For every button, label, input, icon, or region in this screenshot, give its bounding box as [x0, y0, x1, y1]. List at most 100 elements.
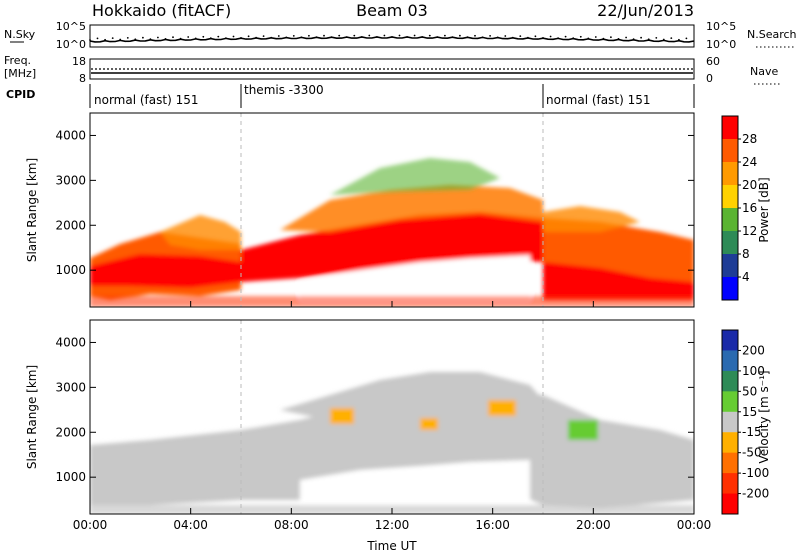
nsearch-point	[89, 39, 91, 41]
nsearch-point	[564, 35, 567, 38]
nsearch-point	[209, 37, 212, 40]
velocity-colorbar-swatch	[722, 411, 738, 433]
nsearch-point	[610, 36, 612, 39]
nsearch-point	[172, 36, 174, 39]
nsearch-point	[202, 35, 205, 38]
nsearch-point	[217, 35, 220, 38]
nsearch-label: N.Search	[747, 28, 797, 41]
velocity-colorbar-swatch	[722, 432, 738, 454]
nsky-panel: N.Sky 10^5 10^0 10^5 10^0 N.Search	[4, 20, 797, 51]
nsearch-point	[255, 36, 257, 39]
cpid-segment-3: normal (fast) 151	[546, 93, 650, 107]
power-ytick-label: 3000	[55, 173, 86, 187]
cpid-segment-1: normal (fast) 151	[94, 93, 198, 107]
velocity-y-axis: 1000 2000 3000 4000	[55, 335, 694, 484]
power-band-top	[330, 158, 500, 195]
power-colorbar-tick-label: 8	[742, 247, 750, 261]
velocity-colorbar-swatch	[722, 330, 738, 351]
nsearch-point	[413, 34, 416, 37]
nsearch-point	[345, 36, 348, 38]
power-colorbar-swatch	[722, 277, 738, 301]
power-colorbar-tick-label: 16	[742, 201, 757, 215]
nsearch-point	[119, 38, 122, 41]
velocity-colorbar-swatch	[722, 452, 738, 474]
nsearch-point	[104, 38, 106, 41]
power-colorbar-swatch	[722, 185, 738, 209]
power-colorbar-swatch	[722, 139, 738, 163]
nsearch-series	[89, 34, 688, 41]
nsearch-point	[232, 35, 235, 38]
velocity-colorbar-swatch	[722, 493, 738, 515]
velocity-colorbar-tick-label: 50	[742, 384, 757, 398]
velocity-colorbar-tick-label: -100	[742, 466, 769, 480]
power-colorbar-swatch	[722, 208, 738, 232]
nsearch-point	[134, 38, 137, 41]
nsearch-point	[330, 36, 333, 38]
nsearch-point	[542, 37, 544, 39]
nsearch-point	[444, 34, 446, 37]
power-colorbar-swatch	[722, 254, 738, 278]
nsearch-point	[625, 36, 627, 39]
nsearch-point	[557, 37, 559, 39]
velocity-colorbar-tick-label: -15	[742, 425, 762, 439]
velocity-xtick-label: 00:00	[677, 518, 712, 532]
nsearch-point	[632, 38, 635, 40]
nsearch-point	[670, 37, 673, 39]
nsearch-point	[685, 37, 688, 40]
velocity-colorbar-tick-label: 100	[742, 364, 765, 378]
nsearch-point	[149, 38, 152, 40]
cpid-label: CPID	[6, 88, 35, 101]
power-band-0-6-core	[90, 254, 241, 288]
nsearch-point	[428, 34, 431, 37]
velocity-colorbar-swatch	[722, 350, 738, 372]
velocity-colorbar-swatch	[722, 473, 738, 495]
nsearch-point	[142, 36, 144, 39]
power-ytick-label: 4000	[55, 128, 86, 142]
velocity-neg-patch-2	[420, 418, 438, 430]
nsearch-point	[511, 36, 514, 39]
power-x-axis-ticks	[89, 301, 695, 307]
nsearch-point	[519, 35, 522, 37]
nsearch-point	[406, 36, 408, 38]
velocity-xtick-label: 00:00	[73, 518, 108, 532]
nsearch-point	[655, 37, 658, 39]
nsearch-point	[323, 34, 325, 37]
power-band-18-24-core	[543, 262, 694, 300]
nsearch-point	[338, 34, 341, 37]
nsearch-point	[270, 36, 273, 39]
power-band-upper	[280, 185, 543, 232]
nsearch-point	[466, 36, 469, 39]
velocity-colorbar-tick-label: 200	[742, 343, 765, 357]
nsearch-point	[587, 37, 590, 40]
beam-label: Beam 03	[356, 1, 428, 20]
velocity-colorbar: 200 100 50 15 -15 -50 -100 -200	[721, 329, 769, 515]
nsky-tick-bottom: 10^0	[56, 38, 86, 51]
nsearch-point	[308, 34, 310, 37]
freq-panel: Freq. [MHz] 18 8 60 0 Nave	[4, 54, 780, 85]
velocity-xtick-label: 20:00	[576, 518, 611, 532]
nsearch-point	[368, 34, 371, 37]
velocity-xtick-label: 04:00	[173, 518, 208, 532]
nsearch-point	[262, 35, 265, 37]
nave-label: Nave	[750, 65, 778, 78]
nsearch-point	[194, 37, 197, 40]
power-ytick-label: 1000	[55, 263, 86, 277]
nsearch-point	[579, 35, 582, 38]
nsearch-point	[277, 35, 280, 37]
velocity-neg-patch	[330, 408, 354, 424]
nsearch-point	[111, 37, 114, 39]
power-band-6-18	[241, 212, 543, 282]
velocity-ytick-label: 3000	[55, 380, 86, 394]
nsearch-point	[534, 35, 537, 38]
velocity-ytick-label: 1000	[55, 470, 86, 484]
nsearch-point	[225, 37, 227, 39]
nave-tick-bottom: 0	[706, 72, 713, 85]
nsearch-point	[315, 36, 318, 39]
velocity-xtick-label: 12:00	[375, 518, 410, 532]
nsearch-point	[300, 36, 303, 39]
nsearch-point	[474, 34, 476, 37]
nsearch-point	[678, 38, 680, 41]
power-colorbar-label: Power [dB]	[757, 177, 771, 242]
power-colorbar-swatch	[722, 116, 738, 140]
nsearch-point	[383, 34, 386, 37]
